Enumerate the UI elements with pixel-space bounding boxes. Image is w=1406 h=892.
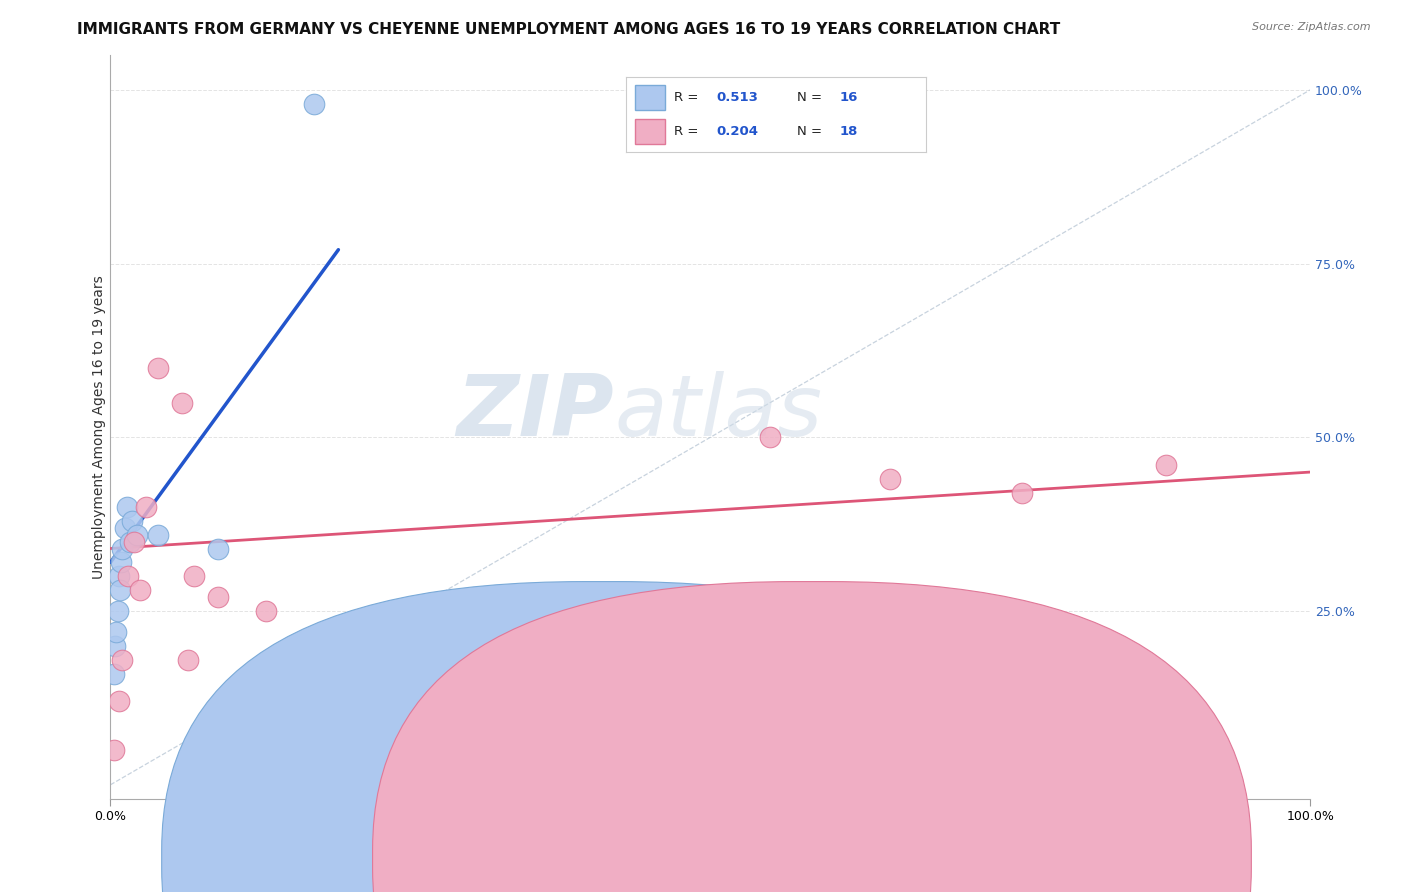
Point — [103, 743, 125, 757]
Point — [107, 604, 129, 618]
Point — [304, 96, 326, 111]
Point — [108, 694, 131, 708]
Point — [105, 624, 128, 639]
Point — [207, 590, 229, 604]
Point — [207, 541, 229, 556]
Point — [135, 500, 157, 514]
Point — [254, 604, 277, 618]
Point — [759, 430, 782, 444]
Point — [108, 569, 131, 583]
Point — [115, 500, 138, 514]
Point — [114, 521, 136, 535]
Point — [177, 653, 200, 667]
Point — [104, 639, 127, 653]
Point — [148, 527, 170, 541]
Text: Immigrants from Germany: Immigrants from Germany — [633, 852, 799, 864]
Y-axis label: Unemployment Among Ages 16 to 19 years: Unemployment Among Ages 16 to 19 years — [93, 275, 107, 579]
Point — [111, 541, 134, 556]
Point — [1154, 458, 1177, 472]
Point — [117, 569, 139, 583]
Text: ZIP: ZIP — [457, 370, 614, 453]
Point — [1011, 486, 1033, 500]
Text: Source: ZipAtlas.com: Source: ZipAtlas.com — [1253, 22, 1371, 32]
Point — [121, 514, 143, 528]
Point — [118, 534, 141, 549]
Point — [108, 583, 131, 598]
Point — [111, 653, 134, 667]
Point — [103, 666, 125, 681]
Point — [129, 583, 152, 598]
Point — [172, 395, 194, 409]
Text: IMMIGRANTS FROM GERMANY VS CHEYENNE UNEMPLOYMENT AMONG AGES 16 TO 19 YEARS CORRE: IMMIGRANTS FROM GERMANY VS CHEYENNE UNEM… — [77, 22, 1060, 37]
Point — [267, 673, 290, 688]
Point — [879, 472, 901, 486]
Text: atlas: atlas — [614, 370, 823, 453]
Point — [110, 556, 132, 570]
Text: Cheyenne: Cheyenne — [844, 852, 907, 864]
Point — [183, 569, 205, 583]
Point — [125, 527, 148, 541]
Point — [148, 360, 170, 375]
Point — [124, 534, 146, 549]
